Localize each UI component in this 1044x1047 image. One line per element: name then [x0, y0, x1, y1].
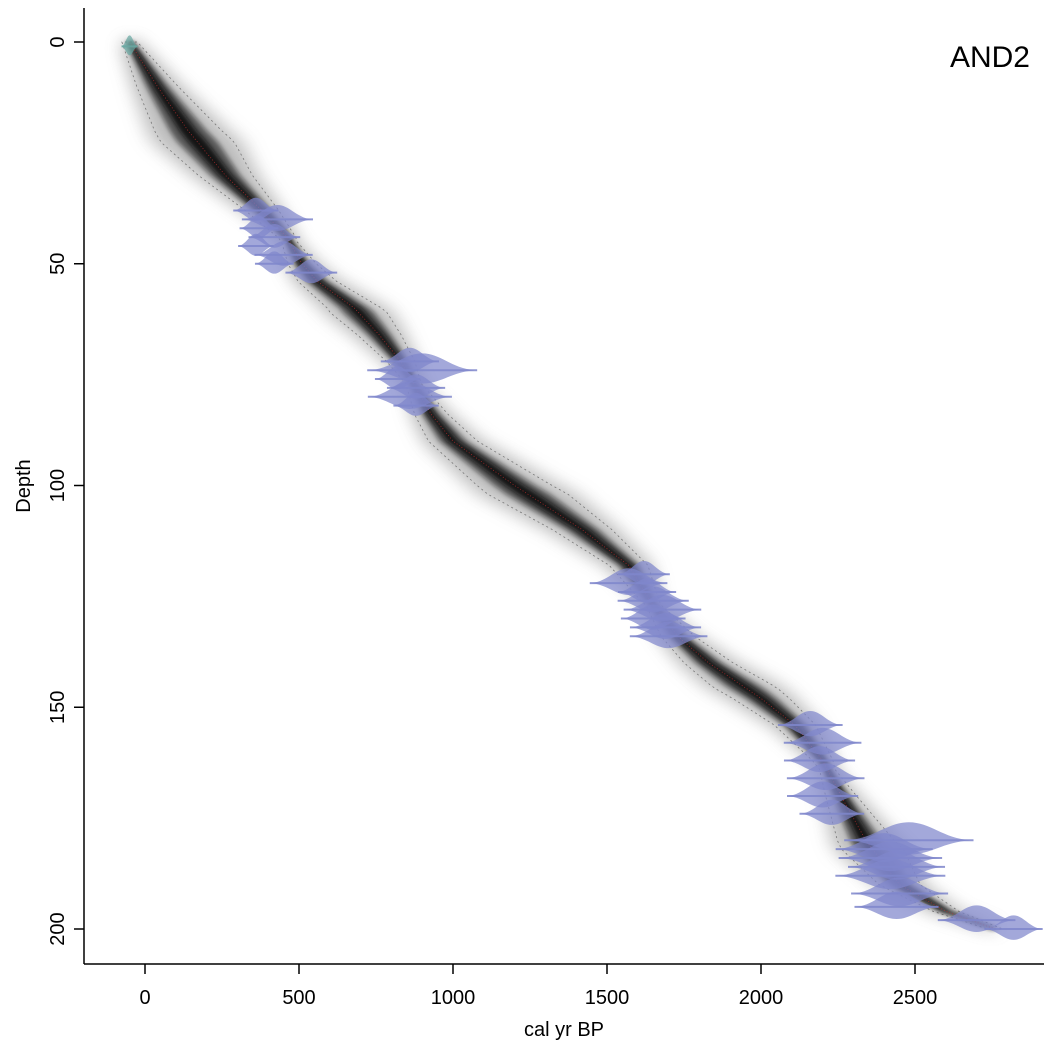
x-axis-title: cal yr BP — [524, 1019, 604, 1041]
date-distributions — [121, 35, 1043, 940]
date-distribution-24 — [785, 727, 860, 755]
date-distribution-33 — [838, 858, 943, 890]
date-distribution-36 — [939, 905, 1014, 932]
date-distribution-25 — [785, 746, 854, 772]
date-distribution-7 — [255, 251, 293, 274]
y-tick-label-100: 100 — [47, 469, 69, 502]
date-distribution-22 — [631, 621, 706, 649]
date-distribution-5 — [238, 233, 273, 256]
date-distribution-0 — [121, 35, 138, 56]
y-tick-label-200: 200 — [47, 912, 69, 945]
x-tick-label-2500: 2500 — [893, 987, 938, 1009]
y-tick-label-150: 150 — [47, 691, 69, 724]
date-distribution-35 — [856, 891, 937, 919]
x-tick-label-500: 500 — [282, 987, 315, 1009]
x-axis: 0 500 1000 1500 2000 2500 — [84, 963, 1044, 1009]
x-tick-label-1000: 1000 — [431, 987, 476, 1009]
x-tick-label-2000: 2000 — [739, 987, 784, 1009]
date-distribution-37 — [985, 915, 1042, 940]
panel-title: AND2 — [950, 41, 1030, 74]
age-model-mid — [125, 42, 1000, 929]
x-ticks: 0 500 1000 1500 2000 2500 — [139, 964, 937, 1009]
date-distribution-8 — [286, 259, 336, 284]
date-distribution-28 — [801, 799, 863, 825]
date-distribution-27 — [788, 781, 857, 808]
y-tick-label-50: 50 — [47, 253, 69, 275]
y-axis-title: Depth — [13, 459, 35, 512]
date-distribution-26 — [788, 763, 863, 791]
age-model-envelope — [119, 41, 1006, 930]
y-ticks: 0 50 100 150 200 — [47, 36, 84, 946]
age-model-range-outline — [121, 41, 1003, 930]
y-axis: 0 50 100 150 200 — [47, 8, 85, 964]
y-tick-label-0: 0 — [47, 36, 69, 47]
plot-area — [119, 35, 1043, 940]
x-tick-label-1500: 1500 — [585, 987, 630, 1009]
x-tick-label-0: 0 — [139, 987, 150, 1009]
date-distribution-14 — [394, 392, 438, 416]
